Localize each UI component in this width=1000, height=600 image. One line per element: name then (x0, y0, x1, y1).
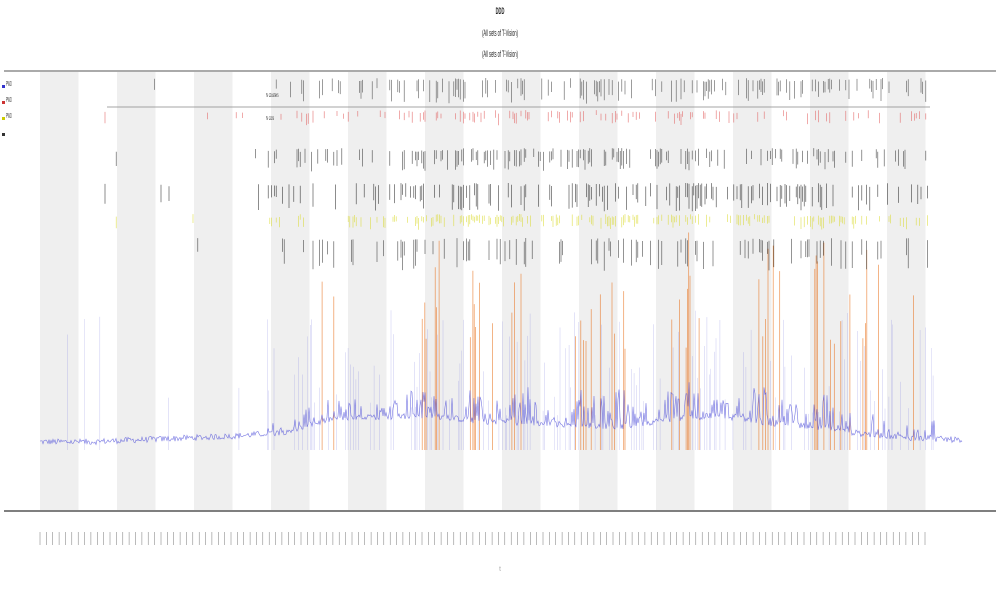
baseline-trace (39, 382, 963, 446)
shaded-band (40, 72, 79, 510)
spike-marks (67, 232, 934, 450)
legend-swatch (2, 133, 5, 136)
raster-ticks (104, 78, 928, 271)
legend-label: PWD (6, 81, 12, 88)
legend: PWD PWD PWD (2, 80, 14, 144)
legend-item: PWD (2, 80, 14, 96)
annotation-clusters: N Clusters (266, 93, 279, 99)
x-axis-label: t (499, 566, 501, 573)
shaded-band (194, 72, 233, 510)
legend-item: PWD (2, 96, 14, 112)
shaded-band (425, 72, 464, 510)
legend-item: PWD (2, 112, 14, 128)
legend-swatch (2, 85, 5, 88)
legend-swatch (2, 101, 5, 104)
chart-subtitle-1: (All sets of T-Vision) (482, 28, 518, 38)
legend-label: PWD (6, 113, 12, 120)
legend-swatch (2, 117, 5, 120)
shaded-band (348, 72, 387, 510)
legend-item (2, 128, 14, 144)
shaded-band (117, 72, 156, 510)
shaded-band (579, 72, 618, 510)
shaded-bands (40, 72, 926, 510)
shaded-band (656, 72, 695, 510)
shaded-band (271, 72, 310, 510)
legend-label: PWD (6, 97, 12, 104)
x-tick-labels (39, 532, 926, 545)
chart-title: DDD (495, 6, 505, 16)
chart-subtitle-2: (All sets of T-Vision) (482, 49, 518, 59)
annotation-cols: N Cols (266, 116, 275, 122)
